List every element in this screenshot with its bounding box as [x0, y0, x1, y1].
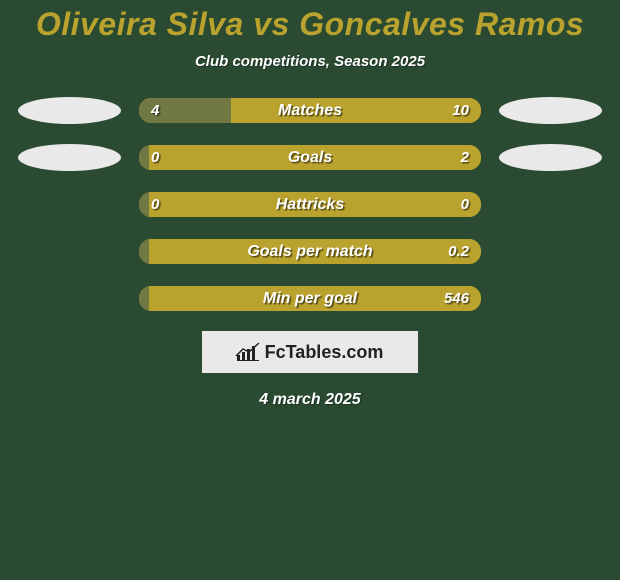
stat-label: Goals per match — [139, 239, 481, 264]
stat-label: Goals — [139, 145, 481, 170]
page-title: Oliveira Silva vs Goncalves Ramos — [0, 0, 620, 43]
page-subtitle: Club competitions, Season 2025 — [0, 53, 620, 70]
stat-bar: 4Matches10 — [139, 98, 481, 123]
player-left-badge — [18, 144, 121, 171]
stat-value-right: 2 — [449, 145, 481, 170]
stats-chart: 4Matches100Goals20Hattricks0Goals per ma… — [0, 98, 620, 311]
comparison-infographic: Oliveira Silva vs Goncalves Ramos Club c… — [0, 0, 620, 580]
player-right-badge — [499, 97, 602, 124]
stat-label: Min per goal — [139, 286, 481, 311]
stat-value-right: 546 — [432, 286, 481, 311]
stat-value-right: 0 — [449, 192, 481, 217]
stat-row: 4Matches10 — [0, 98, 620, 123]
stat-bar: 0Hattricks0 — [139, 192, 481, 217]
stat-label: Hattricks — [139, 192, 481, 217]
logo-text: FcTables.com — [265, 342, 384, 363]
player-right-badge — [499, 144, 602, 171]
stat-value-right: 0.2 — [436, 239, 481, 264]
stat-bar: Min per goal546 — [139, 286, 481, 311]
stat-row: 0Hattricks0 — [0, 192, 620, 217]
date-text: 4 march 2025 — [0, 391, 620, 409]
stat-bar: Goals per match0.2 — [139, 239, 481, 264]
stat-bar: 0Goals2 — [139, 145, 481, 170]
fctables-logo: FcTables.com — [202, 331, 418, 373]
stat-value-right: 10 — [440, 98, 481, 123]
stat-row: Min per goal546 — [0, 286, 620, 311]
stat-row: Goals per match0.2 — [0, 239, 620, 264]
logo-bars-icon — [237, 343, 259, 361]
player-left-badge — [18, 97, 121, 124]
stat-label: Matches — [139, 98, 481, 123]
stat-row: 0Goals2 — [0, 145, 620, 170]
